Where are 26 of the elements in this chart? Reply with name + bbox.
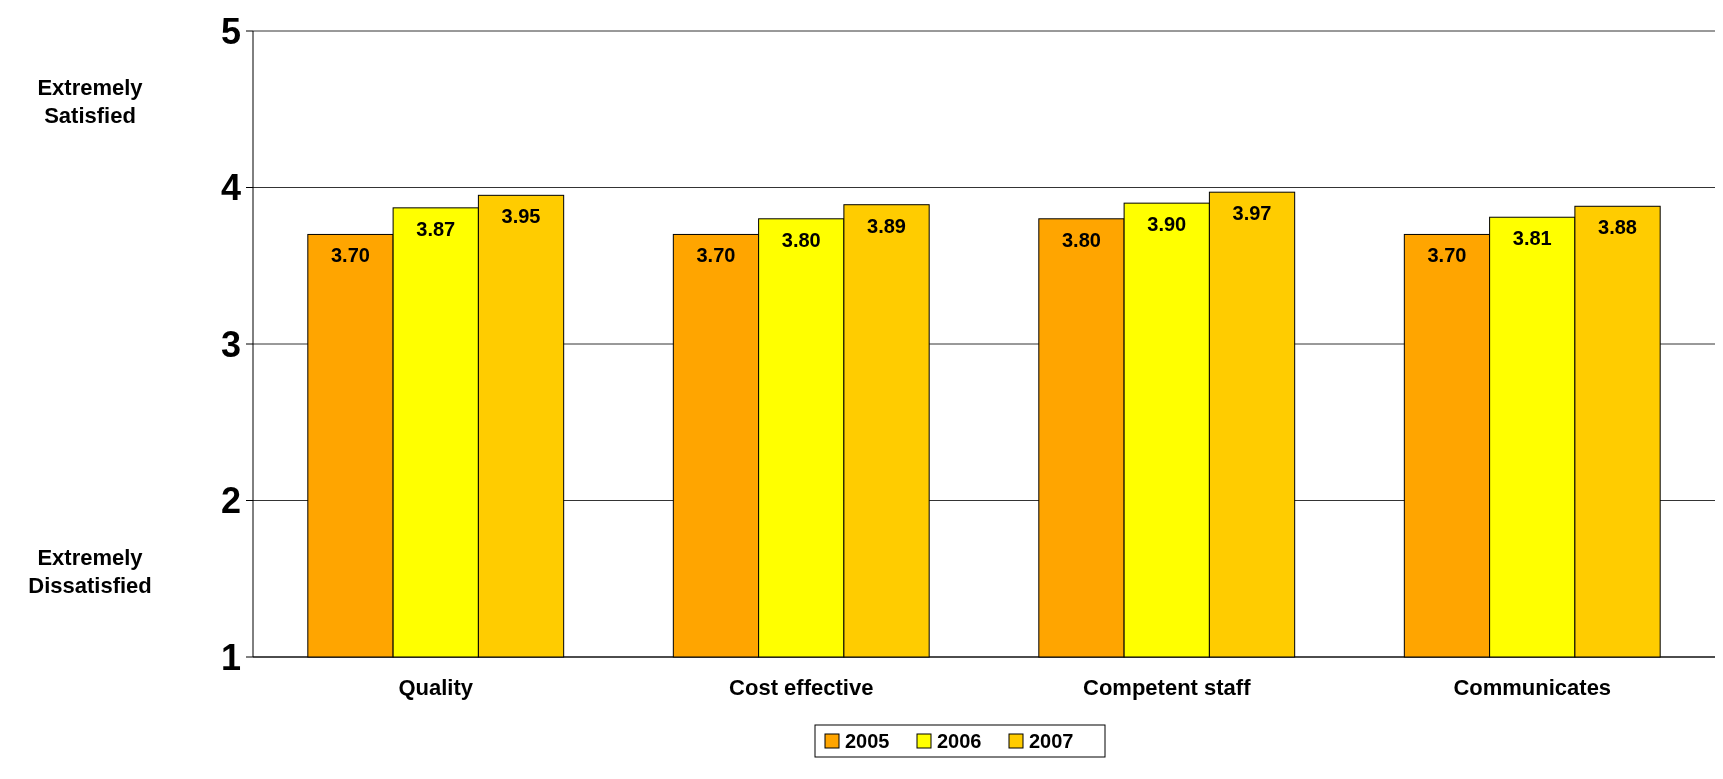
text: Extremely Dissatisfied (28, 545, 152, 598)
y-tick-label: 3 (220, 323, 241, 365)
x-tick-label: Quality (398, 675, 474, 700)
data-label: 3.70 (1427, 244, 1467, 267)
data-label: 3.89 (867, 214, 906, 237)
data-label: 3.80 (781, 228, 821, 251)
legend-label: 2006 (937, 730, 982, 752)
x-tick-label: Cost effective (729, 675, 874, 700)
data-label: 3.70 (331, 244, 370, 267)
data-label: 3.70 (696, 244, 736, 267)
legend-label: 2007 (1029, 730, 1074, 752)
y-tick-label: 2 (220, 480, 241, 522)
data-label: 3.90 (1147, 213, 1187, 236)
data-label: 3.80 (1062, 228, 1101, 251)
data-label: 3.87 (416, 217, 456, 240)
data-label: 3.88 (1598, 216, 1637, 239)
text: Extremely Satisfied (37, 75, 144, 128)
data-label: 3.95 (501, 205, 541, 228)
legend-label: 2005 (845, 730, 890, 752)
y-tick-label: 5 (220, 10, 241, 52)
x-tick-label: Competent staff (1083, 675, 1252, 700)
data-label: 3.97 (1232, 202, 1272, 225)
data-label: 3.81 (1512, 227, 1552, 250)
y-tick-label: 1 (220, 636, 241, 678)
y-tick-label: 4 (220, 167, 241, 209)
x-tick-label: Communicates (1453, 675, 1612, 700)
